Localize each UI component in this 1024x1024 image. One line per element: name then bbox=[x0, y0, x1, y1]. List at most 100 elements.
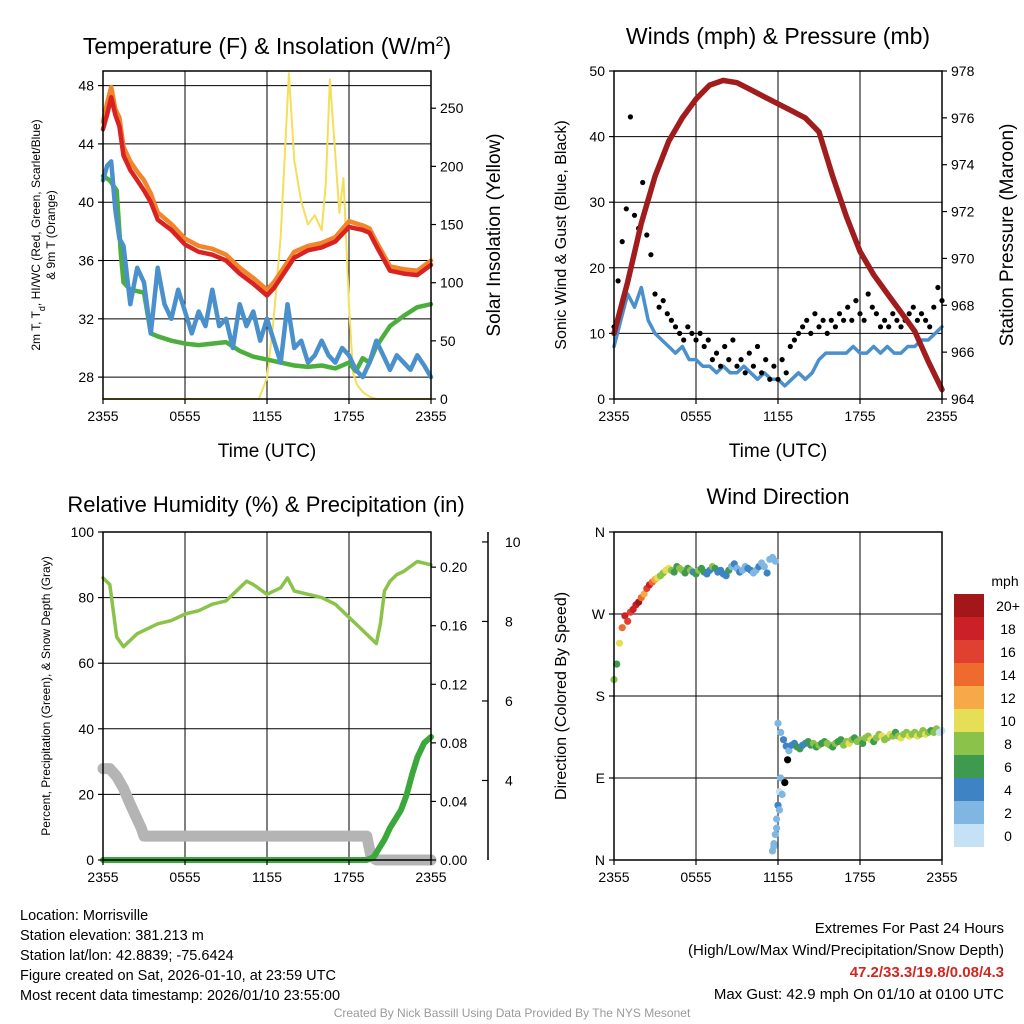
colorbar-swatch bbox=[954, 709, 984, 732]
winds-y-tick-label: 50 bbox=[589, 63, 605, 79]
series-solar-insolation bbox=[102, 72, 432, 400]
gust-point bbox=[746, 350, 752, 356]
gust-point bbox=[713, 350, 720, 356]
colorbar-label: 18 bbox=[1000, 621, 1016, 637]
station-info: Location: Morrisville Station elevation:… bbox=[20, 906, 340, 1006]
direction-y-tick-label: N bbox=[595, 524, 605, 540]
gust-point bbox=[800, 324, 806, 330]
temperature-x-tick-label: 0555 bbox=[169, 408, 200, 424]
winds-x-tick-label: 1155 bbox=[763, 408, 793, 424]
temperature-x-tick-label: 1155 bbox=[252, 408, 282, 424]
direction-point bbox=[624, 617, 632, 625]
humidity-ylabel: Percent, Precipitation (Green), & Snow D… bbox=[39, 556, 53, 835]
gust-point bbox=[820, 317, 826, 323]
insolation-y2-tick-label: 100 bbox=[440, 275, 464, 291]
gust-point bbox=[931, 304, 937, 310]
temperature-ylabel-line1: 2m T, Td, HI/WC (Red, Green, Scarlet/Blu… bbox=[29, 119, 47, 350]
winds-y-tick-label: 40 bbox=[589, 129, 605, 145]
gust-point bbox=[726, 357, 732, 363]
direction-y-tick-label: W bbox=[592, 606, 606, 622]
temperature-series bbox=[100, 72, 434, 400]
winds-y-tick-label: 30 bbox=[589, 194, 605, 210]
temperature-y-tick-label: 40 bbox=[78, 194, 94, 210]
gust-point bbox=[804, 317, 810, 323]
gust-point bbox=[927, 324, 933, 330]
direction-point bbox=[785, 747, 793, 755]
pressure-y2-tick-label: 970 bbox=[951, 250, 975, 266]
humidity-grid bbox=[102, 531, 432, 861]
humidity-y-tick-label: 0 bbox=[86, 852, 94, 868]
humidity-y-tick-label: 80 bbox=[78, 590, 94, 606]
temperature-y-tick-label: 36 bbox=[78, 253, 94, 269]
max-gust: Max Gust: 42.9 mph On 01/10 at 0100 UTC bbox=[713, 986, 1004, 1003]
humidity-y-tick-label: 20 bbox=[78, 786, 94, 802]
station-location: Location: Morrisville bbox=[20, 908, 149, 924]
humidity-y-tick-label: 40 bbox=[78, 721, 94, 737]
gust-point bbox=[697, 330, 703, 336]
direction-point bbox=[771, 557, 779, 565]
temperature-y-tick-label: 44 bbox=[78, 136, 94, 152]
colorbar-swatch bbox=[954, 824, 984, 847]
direction-point bbox=[774, 719, 782, 727]
colorbar-label: 4 bbox=[1004, 782, 1012, 798]
gust-point bbox=[832, 324, 839, 330]
gust-point bbox=[853, 298, 859, 304]
credit-line: Created By Nick Bassill Using Data Provi… bbox=[333, 1006, 691, 1020]
humidity-x-tick-label: 2355 bbox=[87, 869, 118, 885]
direction-point bbox=[859, 739, 867, 748]
temperature-title: Temperature (F) & Insolation (W/m2) bbox=[83, 33, 451, 59]
direction-y-tick-label: S bbox=[596, 688, 605, 704]
direction-point bbox=[773, 824, 781, 832]
colorbar-swatch bbox=[954, 663, 984, 686]
gust-point bbox=[894, 317, 900, 323]
pressure-y2-tick-label: 974 bbox=[951, 157, 975, 173]
temperature-y-tick-label: 28 bbox=[78, 369, 94, 385]
direction-point bbox=[837, 736, 845, 744]
pressure-y2-tick-label: 978 bbox=[951, 63, 975, 79]
gust-point bbox=[873, 311, 880, 317]
gust-point bbox=[841, 317, 847, 323]
series-snow-depth bbox=[97, 763, 437, 866]
gust-point bbox=[709, 357, 716, 363]
gust-point bbox=[857, 311, 863, 317]
pressure-ylabel: Station Pressure (Maroon) bbox=[997, 124, 1018, 347]
colorbar-label: 10 bbox=[1000, 713, 1016, 729]
gust-point bbox=[816, 324, 822, 330]
precipitation-y2-tick-label: 0.20 bbox=[440, 559, 467, 575]
snow-depth-tick-label: 6 bbox=[505, 693, 513, 709]
pressure-y2-tick-label: 964 bbox=[951, 391, 975, 407]
gust-point bbox=[779, 357, 785, 363]
temperature-x-tick-label: 2355 bbox=[87, 408, 118, 424]
colorbar-label: 12 bbox=[1000, 690, 1016, 706]
gust-point bbox=[812, 311, 818, 317]
winds-y-tick-label: 10 bbox=[589, 325, 605, 341]
direction-x-tick-label: 1755 bbox=[844, 869, 875, 885]
temperature-x-tick-label: 1755 bbox=[333, 408, 364, 424]
gust-point bbox=[672, 324, 679, 330]
direction-point bbox=[760, 563, 768, 571]
gust-point bbox=[656, 304, 662, 310]
pressure-y2-tick-label: 968 bbox=[951, 297, 975, 313]
colorbar-label: 14 bbox=[1000, 667, 1016, 683]
gust-point bbox=[648, 252, 654, 258]
colorbar-label: 8 bbox=[1004, 736, 1012, 752]
gust-point bbox=[664, 311, 670, 317]
humidity-x-tick-label: 2355 bbox=[415, 869, 446, 885]
colorbar-swatch bbox=[954, 732, 984, 755]
colorbar-swatch bbox=[954, 617, 984, 640]
insolation-ylabel: Solar Insolation (Yellow) bbox=[484, 133, 505, 336]
gust-point bbox=[701, 343, 707, 350]
gust-point bbox=[935, 284, 941, 291]
direction-point bbox=[670, 568, 678, 576]
direction-point bbox=[640, 590, 648, 598]
direction-point bbox=[779, 736, 788, 744]
gust-point bbox=[808, 330, 814, 336]
series-wc bbox=[100, 159, 434, 380]
gust-point bbox=[689, 330, 695, 336]
pressure-y2-tick-label: 972 bbox=[951, 204, 975, 220]
gust-point bbox=[718, 363, 724, 369]
temperature-y-tick-label: 32 bbox=[78, 311, 94, 327]
colorbar-label: 2 bbox=[1004, 805, 1012, 821]
gust-point bbox=[652, 291, 658, 297]
gust-point bbox=[775, 376, 781, 382]
